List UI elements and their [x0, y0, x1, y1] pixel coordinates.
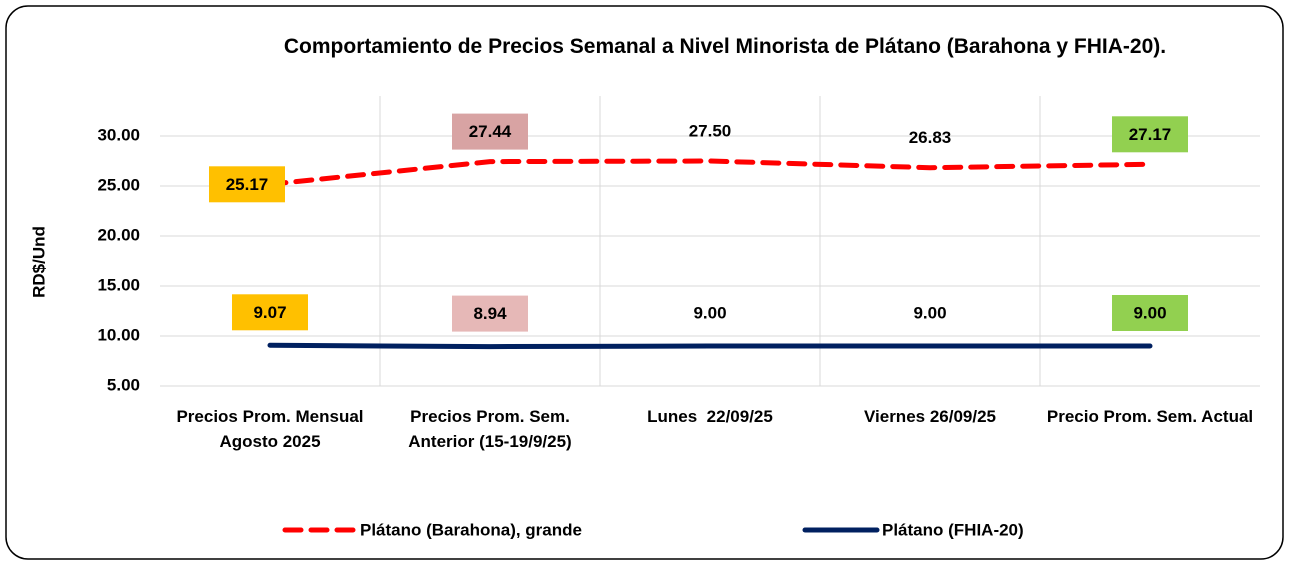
data-label-bg — [232, 294, 308, 331]
data-label-bg — [452, 295, 528, 332]
y-tick-label: 15.00 — [97, 275, 140, 294]
data-label: 27.17 — [1129, 125, 1172, 144]
data-label: 25.17 — [226, 175, 269, 194]
series-line — [267, 158, 1153, 187]
data-label: 8.94 — [473, 304, 507, 323]
y-tick-label: 30.00 — [97, 125, 140, 144]
x-tick-label: Precio Prom. Sem. Actual — [1046, 407, 1254, 426]
y-tick-label: 10.00 — [97, 325, 140, 344]
x-tick-label: Viernes 26/09/25 — [863, 407, 996, 426]
y-axis-label: RD$/Und — [29, 226, 48, 298]
legend-label: Plátano (Barahona), grande — [360, 520, 582, 539]
data-label: 27.44 — [469, 122, 512, 141]
chart-title: Comportamiento de Precios Semanal a Nive… — [283, 35, 1167, 58]
data-label: 9.00 — [693, 303, 726, 322]
series-line — [267, 342, 1153, 350]
frame — [5, 5, 1284, 560]
x-tick-label: Precios Prom. Sem. Anterior (15-19/9/25) — [408, 407, 574, 451]
data-label-bg — [1112, 295, 1188, 331]
data-label: 9.07 — [253, 303, 286, 322]
y-tick-label: 20.00 — [97, 225, 140, 244]
data-label: 9.00 — [1133, 303, 1166, 322]
data-label: 26.83 — [909, 128, 952, 147]
y-tick-label: 25.00 — [97, 175, 140, 194]
x-tick-label: Precios Prom. Mensual Agosto 2025 — [176, 407, 368, 451]
data-label: 9.00 — [913, 303, 946, 322]
data-label-bg — [209, 166, 285, 203]
data-label: 27.50 — [689, 121, 732, 140]
data-label-bg — [1112, 116, 1188, 153]
data-label-bg — [452, 113, 528, 150]
y-tick-label: 5.00 — [107, 375, 140, 394]
x-tick-label: Lunes 22/09/25 — [647, 407, 773, 426]
legend-label: Plátano (FHIA-20) — [882, 520, 1024, 539]
